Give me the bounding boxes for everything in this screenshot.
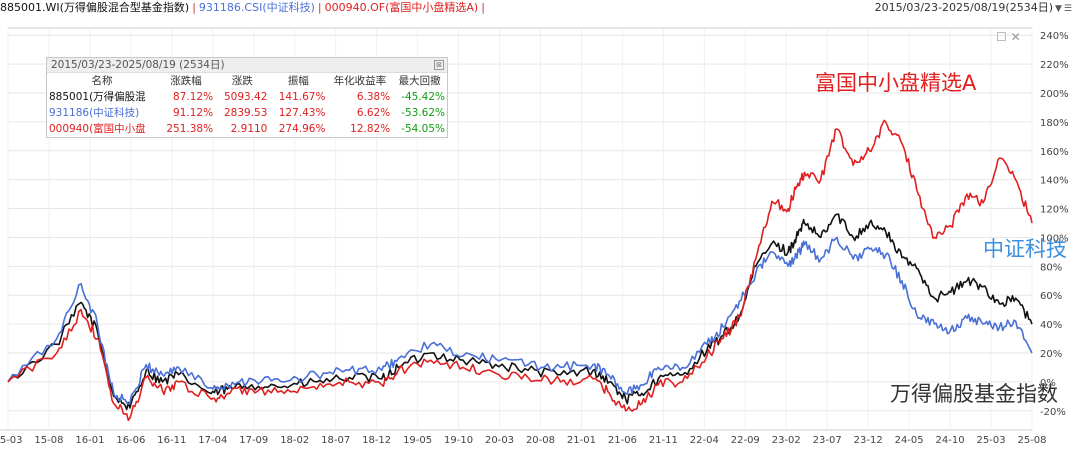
chart-header: 885001.WI(万得偏股混合型基金指数) | 931186.CSI(中证科技) |… (0, 0, 1080, 16)
x-tick-label: 20-08 (526, 435, 555, 446)
x-tick-label: 17-09 (239, 435, 268, 446)
x-axis-ticks: 15-03 15-08 16-01 16-06 16-11 17-04 17-09 18-02… (0, 435, 1047, 446)
row-change-pct: 251.38% (166, 123, 214, 135)
annotation-zhongzheng-keji: 中证科技 (983, 237, 1067, 261)
row-annual: 6.38% (356, 91, 391, 103)
line-chart: -20% 0% 20% 40% 60% 80% 100% 120% 140% 160% 180% 20… (0, 27, 1069, 446)
header-separator: | (317, 1, 322, 14)
y-tick-label: 160% (1040, 147, 1069, 158)
y-tick-label: 80% (1040, 262, 1062, 273)
row-drawdown: -53.62% (401, 107, 445, 119)
x-tick-label: 18-07 (321, 435, 350, 446)
x-tick-label: 16-06 (116, 435, 145, 446)
header-separator: | (481, 1, 485, 14)
date-range-label: 2015/03/23-2025/08/19(2534日) (874, 1, 1053, 14)
series-label-931186[interactable]: 931186.CSI(中证科技) (198, 1, 315, 14)
y-tick-label: 20% (1040, 349, 1062, 360)
x-tick-label: 22-04 (690, 435, 719, 446)
series-line-2[interactable] (7, 119, 1033, 422)
x-tick-label: 23-02 (772, 435, 801, 446)
stats-panel-header: 2015/03/23-2025/08/19 (2534日) ⊠ (47, 58, 447, 73)
x-tick-label: 21-01 (567, 435, 596, 446)
row-amplitude: 141.67% (278, 91, 326, 103)
row-name: 000940(富国中小盘 (49, 123, 146, 135)
stats-panel-title: 2015/03/23-2025/08/19 (2534日) (51, 59, 225, 71)
series-line-0[interactable] (7, 213, 1033, 411)
row-amplitude: 127.43% (278, 107, 326, 119)
x-tick-label: 18-12 (362, 435, 391, 446)
y-tick-label: 120% (1040, 205, 1069, 216)
x-tick-label: 21-11 (649, 435, 678, 446)
x-tick-label: 23-12 (854, 435, 883, 446)
row-amplitude: 274.96% (278, 123, 326, 135)
row-change-pct: 87.12% (173, 91, 214, 103)
y-tick-label: 240% (1040, 31, 1069, 42)
y-tick-label: 180% (1040, 118, 1069, 129)
x-tick-label: 15-08 (34, 435, 63, 446)
x-tick-label: 15-03 (0, 435, 23, 446)
y-tick-label: 40% (1040, 320, 1062, 331)
maximize-icon[interactable]: ☐ (996, 30, 1007, 44)
y-tick-label: 100% (1040, 233, 1069, 244)
stats-table: 名称 涨跌幅 涨跌 振幅 年化收益率 最大回撤 885001(万得偏股混 87.… (47, 73, 447, 137)
row-change: 2.9110 (230, 123, 268, 135)
row-drawdown: -54.05% (401, 123, 445, 135)
dropdown-triangle-icon[interactable]: ▼ (1055, 4, 1062, 14)
row-name: 931186(中证科技) (49, 107, 140, 119)
x-tick-label: 23-07 (813, 435, 842, 446)
x-tick-label: 21-06 (608, 435, 637, 446)
y-tick-label: 200% (1040, 89, 1069, 100)
x-tick-label: 16-11 (157, 435, 186, 446)
annotation-wande-index: 万得偏股基金指数 (890, 382, 1058, 406)
col-header: 涨跌 (231, 75, 253, 87)
annotation-fuguo: 富国中小盘精选A (815, 71, 977, 95)
date-range-selector[interactable]: 2015/03/23-2025/08/19(2534日) ▼ ☰ (875, 0, 1072, 17)
col-header: 名称 (91, 75, 113, 87)
row-drawdown: -45.42% (401, 91, 445, 103)
series-label-885001[interactable]: 885001.WI(万得偏股混合型基金指数) (0, 1, 190, 14)
y-axis-ticks: -20% 0% 20% 40% 60% 80% 100% 120% 140% 160% 180% 20… (1040, 31, 1069, 418)
x-tick-label: 25-03 (977, 435, 1006, 446)
col-header: 涨跌幅 (170, 75, 202, 87)
y-tick-label: -20% (1040, 407, 1066, 418)
grid-lines (0, 27, 1033, 431)
x-tick-label: 17-04 (198, 435, 227, 446)
x-tick-label: 16-01 (75, 435, 104, 446)
stats-header-row: 名称 涨跌幅 涨跌 振幅 年化收益率 最大回撤 (47, 73, 447, 89)
table-row[interactable]: 931186(中证科技) 91.12% 2839.53 127.43% 6.62… (47, 105, 447, 121)
header-separator: | (192, 1, 196, 14)
x-tick-label: 24-05 (895, 435, 924, 446)
x-tick-label: 20-03 (485, 435, 514, 446)
close-panel-icon[interactable]: ⊠ (434, 60, 444, 70)
row-change: 2839.53 (223, 107, 268, 119)
menu-icon[interactable]: ☰ (1063, 4, 1072, 14)
x-tick-label: 19-05 (403, 435, 432, 446)
close-icon[interactable]: ✕ (1010, 30, 1021, 44)
row-name: 885001(万得偏股混 (49, 91, 146, 103)
x-tick-label: 19-10 (444, 435, 473, 446)
row-change: 5093.42 (223, 91, 268, 103)
x-tick-label: 22-09 (731, 435, 760, 446)
row-change-pct: 91.12% (173, 107, 214, 119)
col-header: 年化收益率 (333, 75, 387, 87)
y-tick-label: 0% (1040, 378, 1056, 389)
y-tick-label: 140% (1040, 176, 1069, 187)
row-annual: 6.62% (356, 107, 391, 119)
window-controls: ☐ ✕ (996, 30, 1021, 44)
series-label-000940[interactable]: 000940.OF(富国中小盘精选A) (324, 1, 479, 14)
stats-panel: 2015/03/23-2025/08/19 (2534日) ⊠ 名称 涨跌幅 涨跌… (46, 57, 448, 138)
table-row[interactable]: 000940(富国中小盘 251.38% 2.9110 274.96% 12.8… (47, 121, 447, 137)
x-tick-label: 25-08 (1017, 435, 1046, 446)
series-line-1[interactable] (7, 236, 1033, 405)
col-header: 振幅 (287, 75, 309, 87)
series-lines (7, 119, 1033, 422)
x-tick-label: 24-10 (936, 435, 965, 446)
table-row[interactable]: 885001(万得偏股混 87.12% 5093.42 141.67% 6.38… (47, 89, 447, 105)
y-tick-label: 220% (1040, 60, 1069, 71)
x-tick-label: 18-02 (280, 435, 309, 446)
col-header: 最大回撤 (398, 75, 441, 87)
row-annual: 12.82% (350, 123, 391, 135)
y-tick-label: 60% (1040, 291, 1062, 302)
